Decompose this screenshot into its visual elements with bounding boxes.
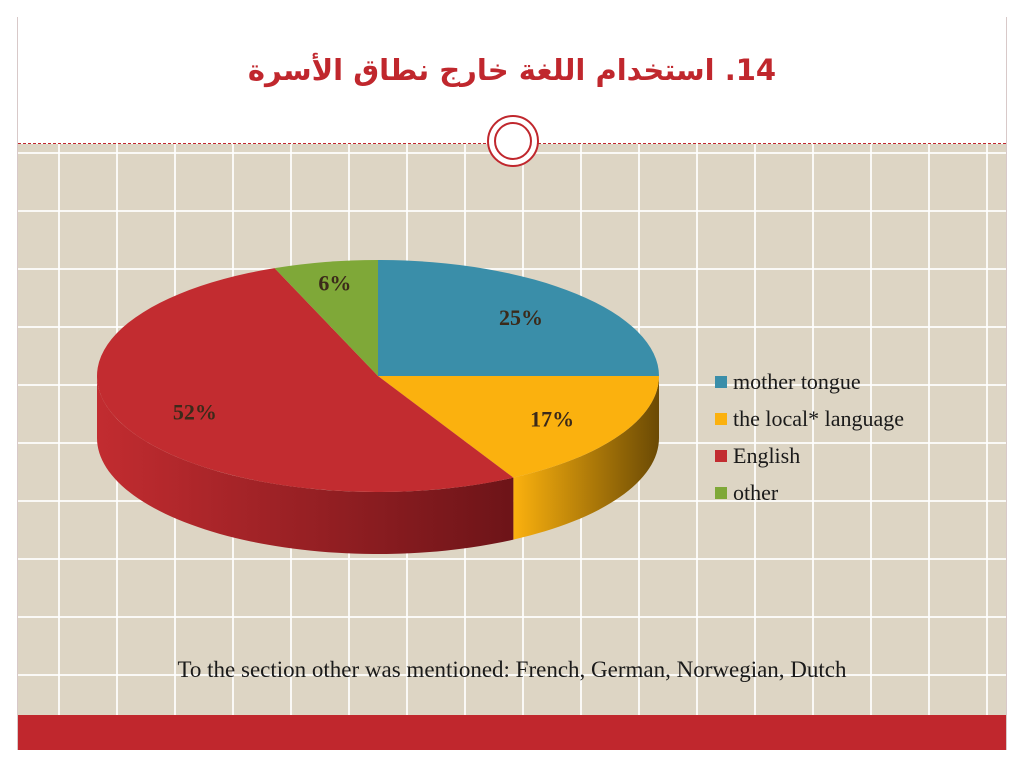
pie-slice-2 — [96, 268, 514, 493]
pie-side-1 — [513, 376, 659, 540]
slide-title: 14. استخدام اللغة خارج نطاق الأسرة — [247, 53, 777, 87]
pie-data-label: 6% — [318, 271, 351, 296]
legend-swatch — [715, 486, 727, 499]
legend-item-english: English — [715, 437, 904, 474]
legend-swatch — [715, 412, 727, 425]
pie-data-label: 52% — [173, 400, 217, 425]
pie-data-label: 25% — [499, 305, 543, 330]
divider-ornament — [487, 115, 539, 167]
legend-label: other — [733, 479, 779, 505]
pie-data-label: 17% — [530, 407, 574, 432]
chart-footnote: To the section other was mentioned: Fren… — [177, 657, 847, 682]
divider-ornament-inner — [494, 122, 532, 160]
pie-sides — [97, 376, 659, 554]
pie-slice-3 — [274, 260, 378, 376]
footer-bar — [18, 715, 1006, 750]
pie-slice-1 — [378, 376, 659, 478]
legend-item-mother-tongue: mother tongue — [715, 363, 904, 400]
legend-label: mother tongue — [733, 368, 861, 394]
legend-label: the local* language — [733, 405, 905, 431]
legend-swatch — [715, 449, 727, 462]
legend-item-other: other — [715, 474, 904, 511]
legend-swatch — [715, 375, 727, 388]
legend-item-local-language: the local* language — [715, 400, 904, 437]
chart-legend: mother tongue the local* language Englis… — [715, 363, 904, 511]
pie-side-2 — [97, 376, 514, 554]
pie-slice-0 — [378, 260, 659, 376]
legend-label: English — [733, 442, 801, 468]
